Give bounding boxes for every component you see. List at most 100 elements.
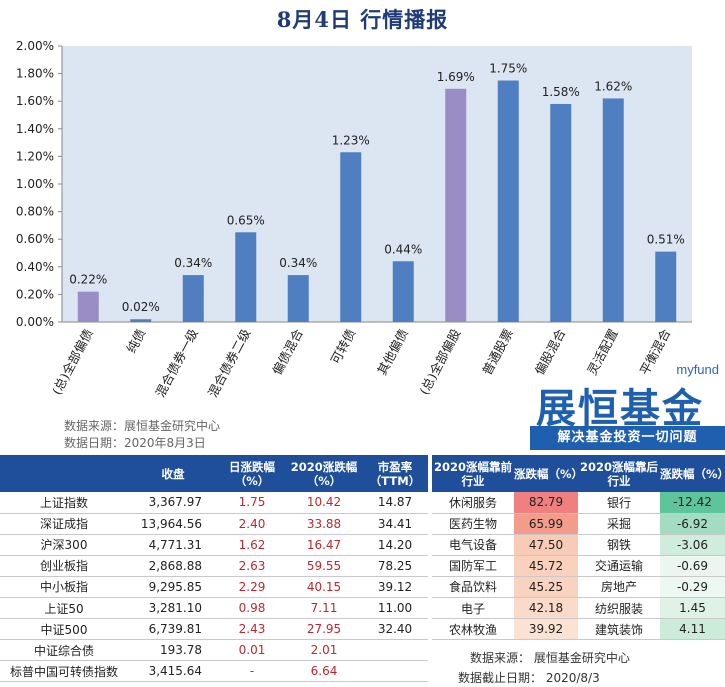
- brand-logo: myfund 展恒基金 解决基金投资一切问题: [530, 362, 725, 454]
- index-pe: 39.12: [362, 576, 428, 598]
- data-label: 1.75%: [489, 62, 527, 76]
- bar: [655, 251, 677, 322]
- industry-top-change: 39.92: [514, 618, 578, 641]
- category-label: 偏债混合: [269, 326, 306, 378]
- industry-top-name: 农林牧渔: [432, 618, 514, 641]
- index-close: 2,868.88: [128, 555, 218, 577]
- index-row: 中小板指 9,295.85 2.29 40.15 39.12: [0, 576, 428, 598]
- bar: [182, 275, 204, 322]
- data-date: 数据日期：2020年8月3日: [64, 436, 206, 450]
- bar: [497, 80, 519, 322]
- data-label: 1.23%: [332, 133, 370, 147]
- bar: [340, 152, 362, 322]
- data-label: 1.69%: [437, 70, 475, 84]
- industry-top-name: 医药生物: [432, 513, 514, 535]
- index-header-ytd: 2020涨跌幅（%）: [286, 455, 362, 492]
- data-label: 0.02%: [122, 300, 160, 314]
- logo-site: myfund: [676, 362, 719, 377]
- industry-top-change: 42.18: [514, 597, 578, 620]
- bar: [550, 103, 572, 323]
- industry-bottom-change: -6.92: [660, 513, 725, 535]
- data-label: 0.34%: [279, 256, 317, 270]
- industry-bottom-name: 纺织服装: [578, 597, 660, 620]
- index-pe: 14.20: [362, 534, 428, 556]
- y-tick-label: 1.20%: [16, 149, 54, 163]
- index-close: 9,295.85: [128, 576, 218, 598]
- index-row: 创业板指 2,868.88 2.63 59.55 78.25: [0, 555, 428, 577]
- index-day-change: 0.98: [218, 597, 286, 620]
- bar: [235, 232, 257, 322]
- industry-bottom-change: -0.29: [660, 576, 725, 598]
- index-pe: 78.25: [362, 555, 428, 577]
- index-day-change: 2.40: [218, 513, 286, 535]
- bar: [445, 88, 467, 322]
- logo-name: 展恒基金: [536, 386, 704, 432]
- index-pe: 11.00: [362, 597, 428, 620]
- industry-top-name: 国防军工: [432, 555, 514, 577]
- index-close: 4,771.31: [128, 534, 218, 556]
- data-source: 数据来源：展恒基金研究中心: [64, 419, 221, 433]
- category-label: 纯债: [123, 326, 148, 355]
- index-day-change: 1.75: [218, 492, 286, 514]
- bar: [77, 291, 99, 322]
- index-row: 上证50 3,281.10 0.98 7.11 11.00: [0, 597, 428, 620]
- industry-header-bottom-change: 涨跌幅（%）: [660, 455, 725, 492]
- index-name: 上证50: [0, 597, 128, 620]
- y-tick-label: 0.40%: [16, 260, 54, 274]
- industry-table: 2020涨幅靠前行业 涨跌幅（%） 2020涨幅靠后行业 涨跌幅（%） 休闲服务…: [432, 455, 725, 641]
- y-tick-label: 0.80%: [16, 205, 54, 219]
- category-label: 其他偏债: [374, 326, 411, 377]
- index-header-close: 收盘: [128, 455, 218, 492]
- industry-bottom-name: 钢铁: [578, 534, 660, 556]
- y-tick-label: 1.00%: [16, 177, 54, 191]
- index-row: 中证综合债 193.78 0.01 2.01: [0, 639, 428, 662]
- index-ytd-change: 40.15: [286, 576, 362, 598]
- industry-bottom-name: 房地产: [578, 576, 660, 598]
- industry-row: 国防军工 45.72 交通运输 -0.69: [432, 555, 725, 577]
- index-close: 3,281.10: [128, 597, 218, 620]
- y-tick-label: 1.40%: [16, 122, 54, 136]
- data-label: 0.22%: [69, 273, 107, 287]
- index-day-change: 2.29: [218, 576, 286, 598]
- index-day-change: -: [218, 660, 286, 683]
- index-header-day: 日涨跌幅（%）: [218, 455, 286, 492]
- industry-top-name: 电气设备: [432, 534, 514, 556]
- industry-top-change: 82.79: [514, 492, 578, 514]
- index-ytd-change: 27.95: [286, 618, 362, 641]
- industry-row: 农林牧渔 39.92 建筑装饰 4.11: [432, 618, 725, 641]
- y-tick-label: 0.60%: [16, 232, 54, 246]
- industry-date: 数据截止日期： 2020/8/3: [458, 671, 600, 685]
- plot-area: [62, 46, 692, 322]
- industry-row: 电气设备 47.50 钢铁 -3.06: [432, 534, 725, 556]
- industry-bottom-name: 交通运输: [578, 555, 660, 577]
- index-day-change: 1.62: [218, 534, 286, 556]
- index-ytd-change: 59.55: [286, 555, 362, 577]
- bar: [130, 319, 152, 322]
- data-label: 1.62%: [594, 79, 632, 93]
- logo-slogan: 解决基金投资一切问题: [530, 426, 725, 450]
- industry-bottom-change: -0.69: [660, 555, 725, 577]
- category-label: 混合债券二级: [205, 326, 254, 400]
- category-label: 可转债: [328, 326, 359, 366]
- industry-top-name: 休闲服务: [432, 492, 514, 514]
- industry-header-top: 2020涨幅靠前行业: [432, 455, 514, 492]
- data-label: 0.34%: [174, 256, 212, 270]
- data-label: 0.65%: [227, 213, 265, 227]
- index-name: 标普中国可转债指数: [0, 660, 128, 683]
- industry-row: 医药生物 65.99 采掘 -6.92: [432, 513, 725, 535]
- index-pe: [362, 660, 428, 683]
- y-tick-label: 1.60%: [16, 94, 54, 108]
- index-close: 193.78: [128, 639, 218, 662]
- industry-bottom-change: -3.06: [660, 534, 725, 556]
- index-name: 中证500: [0, 618, 128, 641]
- index-pe: [362, 639, 428, 662]
- industry-top-change: 45.25: [514, 576, 578, 598]
- category-label: (总)全部偏债: [49, 326, 96, 397]
- index-name: 上证指数: [0, 492, 128, 514]
- y-tick-label: 0.00%: [16, 315, 54, 329]
- index-row: 上证指数 3,367.97 1.75 10.42 14.87: [0, 492, 428, 514]
- index-name: 中证综合债: [0, 639, 128, 662]
- index-close: 3,367.97: [128, 492, 218, 514]
- index-day-change: 2.43: [218, 618, 286, 641]
- bar: [392, 261, 414, 322]
